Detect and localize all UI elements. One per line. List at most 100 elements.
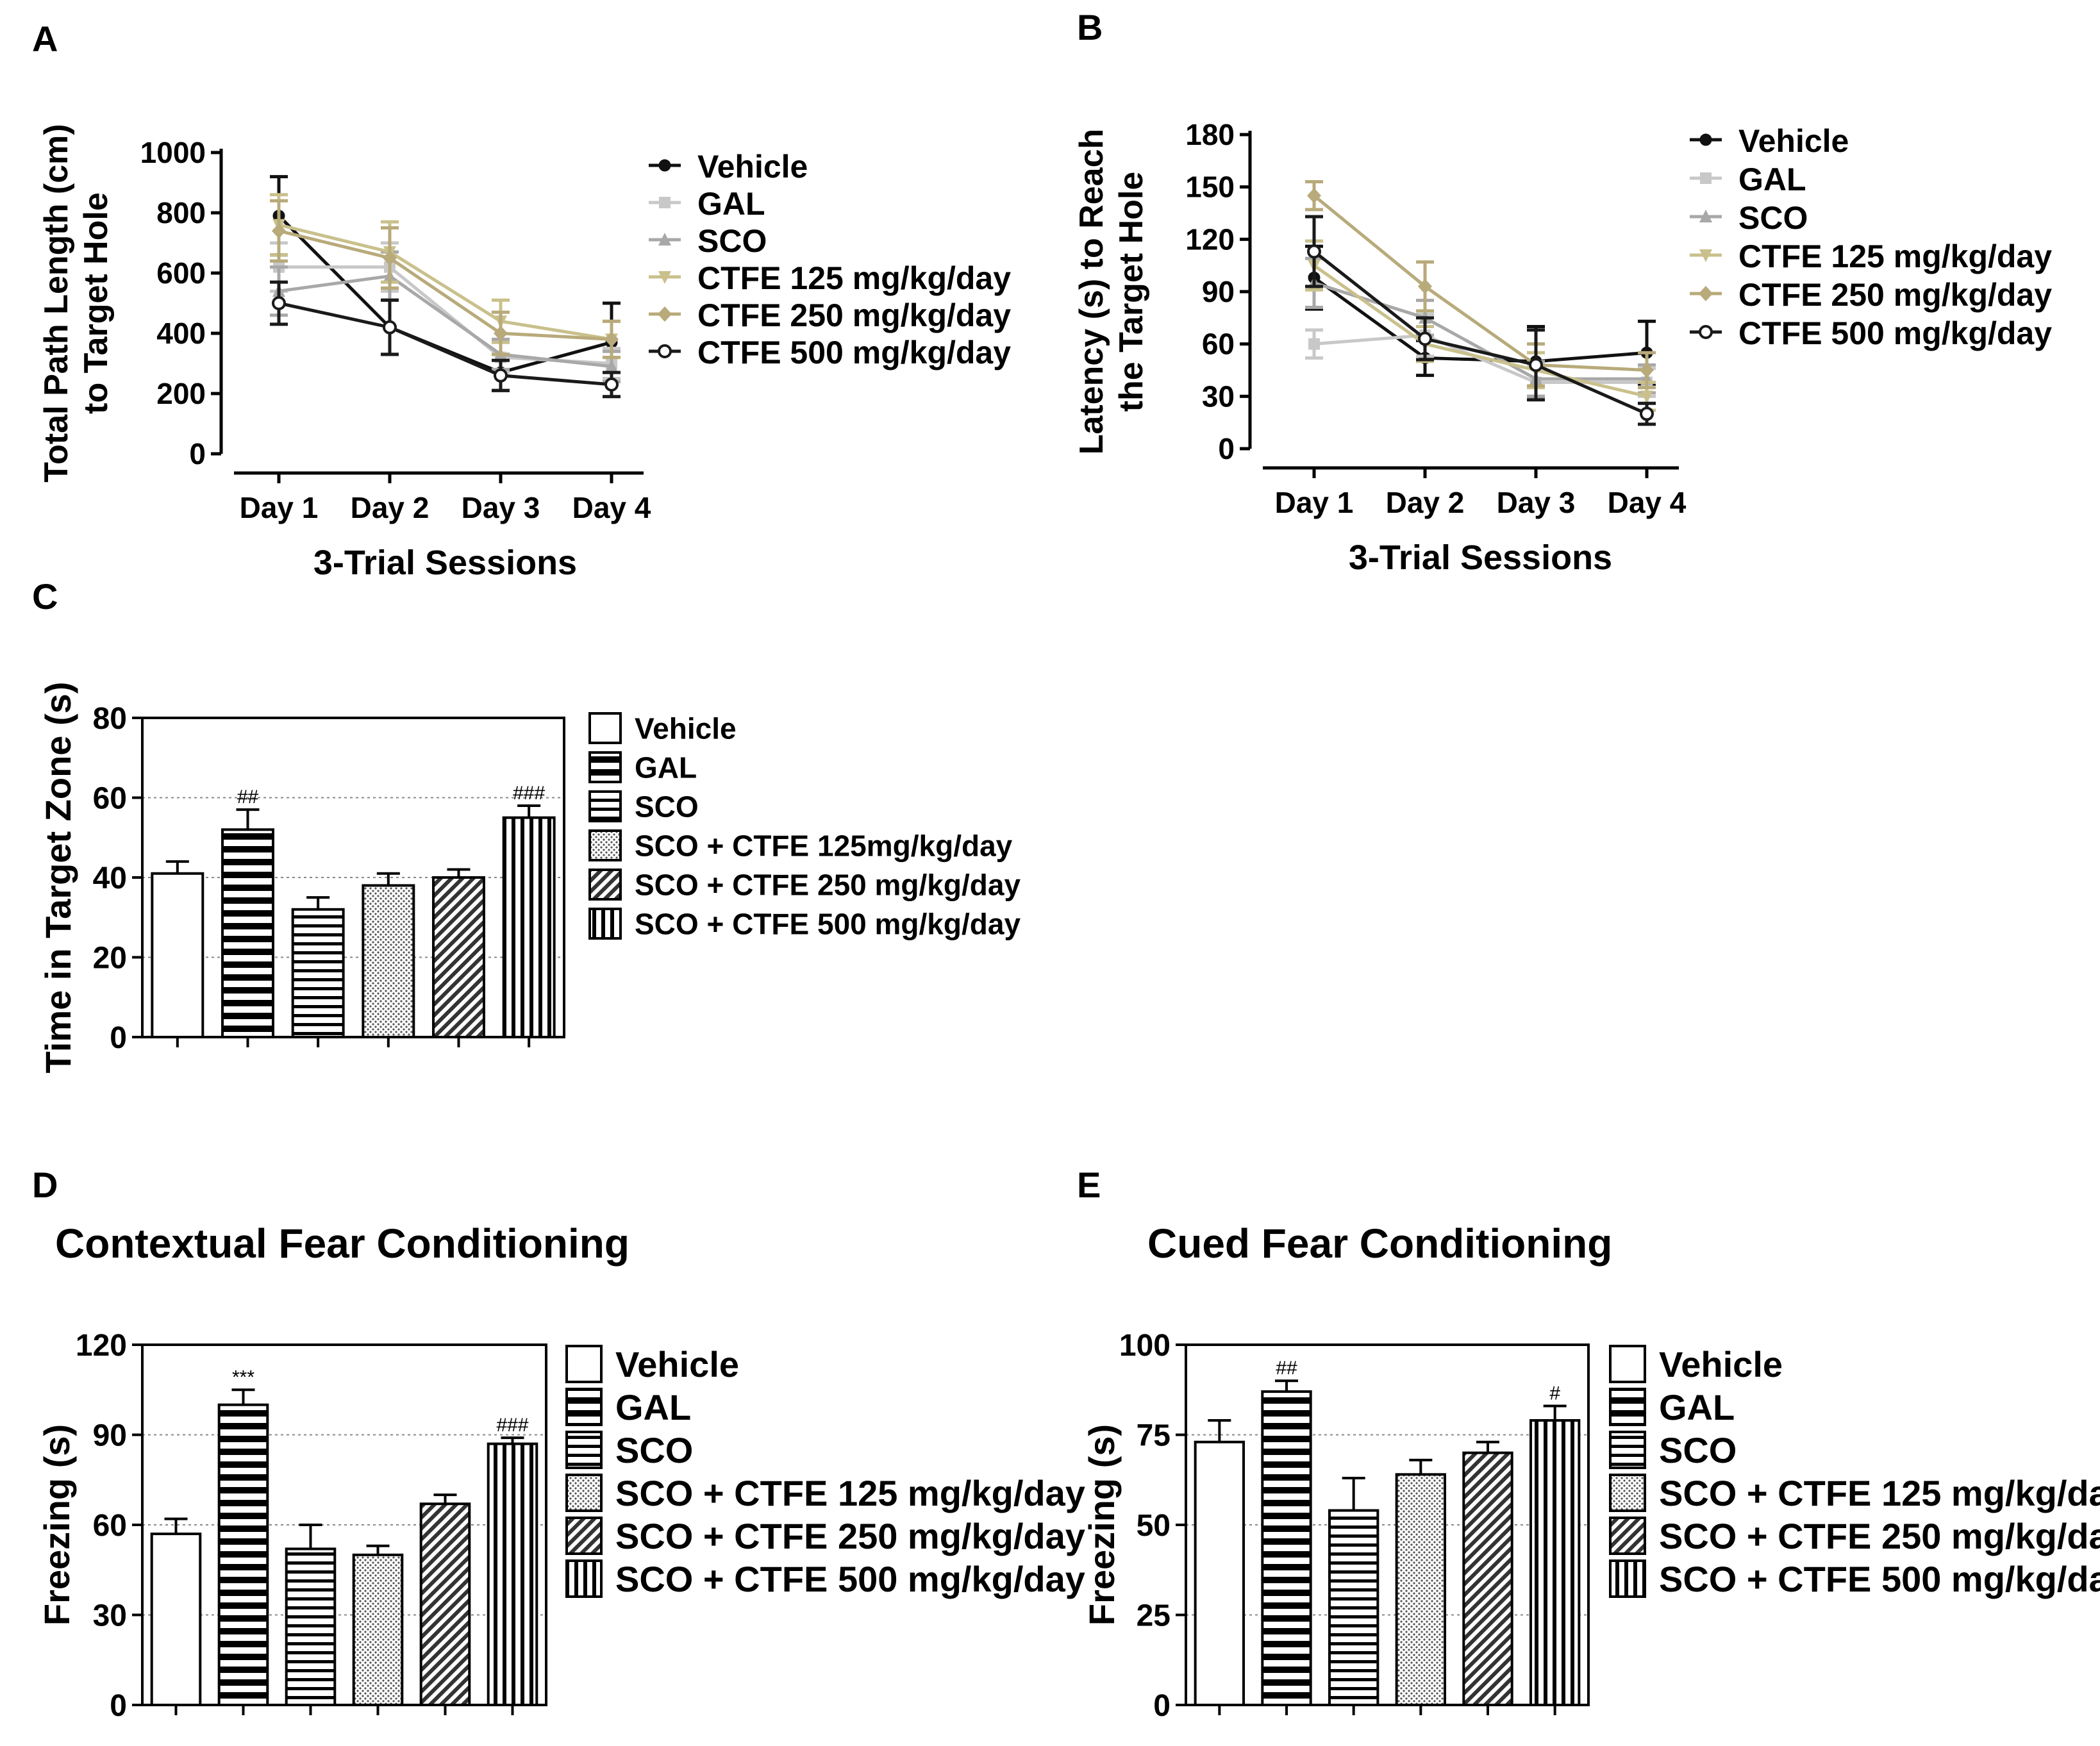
data-point	[1640, 406, 1654, 421]
legend-marker	[658, 159, 671, 172]
legend-swatch	[1609, 1388, 1646, 1426]
x-tick-label: Day 2	[351, 491, 429, 524]
panel-letter-b: B	[1077, 7, 1103, 47]
y-tick-label: 80	[93, 702, 127, 736]
legend-label: GAL	[1659, 1387, 1735, 1427]
panel-letter-a: A	[32, 19, 58, 59]
legend-marker	[658, 306, 672, 322]
y-tick-label: 60	[1202, 328, 1235, 361]
legend-label: SCO + CTFE 250 mg/kg/day	[635, 869, 1021, 902]
legend-swatch	[565, 1474, 603, 1512]
x-tick-label: Day 3	[1497, 486, 1576, 519]
legend-label: SCO	[1659, 1430, 1737, 1470]
legend-marker	[658, 233, 671, 245]
x-tick-label: Day 2	[1386, 486, 1465, 519]
legend-swatch	[1609, 1345, 1646, 1383]
legend-label: SCO + CTFE 500 mg/kg/day	[615, 1559, 1085, 1599]
bar	[1395, 1473, 1447, 1707]
legend-label: Vehicle	[1659, 1344, 1783, 1384]
y-axis-title: Freezing (s)	[37, 1424, 77, 1625]
bar	[1328, 1509, 1379, 1707]
y-tick-label: 0	[189, 437, 206, 470]
legend-swatch	[588, 751, 622, 783]
y-axis-title: Total Path Length (cm)	[38, 124, 75, 482]
y-axis-title: to Target Hole	[78, 192, 115, 414]
panel-letter-d: D	[32, 1165, 58, 1205]
significance-label: ###	[513, 783, 545, 804]
legend-label: CTFE 125 mg/kg/day	[697, 260, 1011, 296]
legend-swatch	[1609, 1559, 1646, 1598]
significance-label: #	[1549, 1383, 1560, 1404]
legend-swatch	[1609, 1474, 1646, 1512]
legend-label: SCO + CTFE 500 mg/kg/day	[635, 908, 1021, 941]
panel-letter-c: C	[32, 576, 58, 617]
data-point	[1307, 188, 1321, 204]
data-point	[383, 250, 397, 266]
legend-swatch	[588, 712, 622, 744]
x-tick-label: Day 1	[1275, 486, 1354, 519]
legend-label: CTFE 250 mg/kg/day	[697, 297, 1011, 333]
data-point	[1308, 338, 1320, 350]
legend-label: SCO + CTFE 500 mg/kg/day	[1659, 1559, 2100, 1599]
y-tick-label: 120	[76, 1329, 127, 1363]
bar	[432, 876, 485, 1038]
significance-label: ##	[1276, 1358, 1297, 1379]
chart-title: Contextual Fear Conditioning	[55, 1220, 629, 1267]
legend-swatch	[565, 1559, 603, 1598]
y-tick-label: 400	[156, 317, 206, 350]
y-tick-label: 20	[93, 942, 127, 976]
y-axis-title: the Target Hole	[1113, 172, 1150, 412]
data-point	[1640, 362, 1654, 378]
data-point	[1529, 358, 1543, 372]
panel-e-bar-chart: Cued Fear Conditioning 0 25 50 75 100 Freezing…	[1081, 1220, 2100, 1723]
y-tick-label: 60	[93, 782, 127, 816]
legend-label: GAL	[635, 751, 697, 785]
series-line	[278, 274, 612, 369]
data-point	[604, 331, 619, 347]
y-tick-label: 180	[1185, 118, 1235, 151]
y-tick-label: 60	[93, 1509, 127, 1543]
legend-label: SCO + CTFE 125 mg/kg/day	[1659, 1473, 2100, 1513]
legend-marker	[1699, 325, 1713, 339]
y-tick-label: 90	[1202, 275, 1235, 308]
y-tick-label: 800	[156, 196, 206, 229]
legend-label: GAL	[1738, 162, 1806, 197]
legend-marker	[658, 344, 672, 358]
bar	[487, 1442, 538, 1707]
legend-label: CTFE 500 mg/kg/day	[1738, 315, 2052, 351]
bar	[1261, 1390, 1312, 1707]
bar	[221, 828, 274, 1039]
legend-label: SCO + CTFE 250 mg/kg/day	[1659, 1516, 2100, 1556]
legend-marker	[1699, 133, 1712, 146]
data-point	[1640, 390, 1653, 404]
significance-label: ###	[496, 1415, 528, 1436]
x-tick-label: Day 4	[1608, 486, 1687, 519]
legend-label: SCO	[697, 223, 767, 259]
legend-marker	[658, 271, 671, 284]
y-axis-title: Freezing (s)	[1081, 1424, 1122, 1625]
data-point	[272, 296, 286, 310]
bar	[285, 1547, 337, 1706]
y-tick-label: 30	[1202, 379, 1235, 413]
series-line	[278, 229, 612, 341]
panel-b-line-chart: 0 30 60 90 120 150 180 Day 1 Day 2 Day 3 Day 4 3-Tr…	[1073, 118, 2052, 577]
data-point	[272, 223, 286, 239]
legend-marker	[1699, 249, 1712, 262]
bar	[1194, 1440, 1246, 1706]
legend-label: SCO + CTFE 250 mg/kg/day	[615, 1516, 1085, 1556]
y-tick-label: 100	[1119, 1329, 1171, 1363]
bar	[352, 1553, 404, 1706]
bar	[362, 884, 415, 1038]
bar	[291, 908, 345, 1039]
legend-swatch	[588, 790, 622, 822]
legend-label: SCO	[635, 790, 699, 824]
legend-label: Vehicle	[635, 712, 737, 745]
y-tick-label: 0	[110, 1689, 127, 1723]
legend-marker	[1700, 172, 1712, 184]
legend-swatch	[588, 829, 622, 861]
significance-label: ***	[232, 1367, 254, 1388]
bar	[502, 816, 556, 1038]
legend-label: SCO + CTFE 125 mg/kg/day	[615, 1473, 1085, 1513]
legend-swatch	[565, 1431, 603, 1469]
legend-label: CTFE 500 mg/kg/day	[697, 335, 1011, 370]
